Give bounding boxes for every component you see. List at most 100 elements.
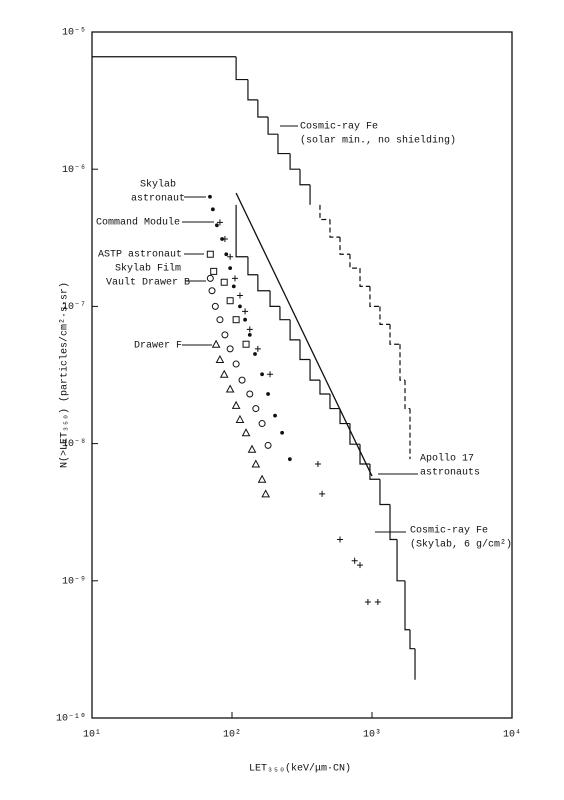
annotation: Command Module [96,217,180,229]
step-segment [359,268,370,287]
plot-frame [91,31,513,719]
x-tick-label: 10⁴ [503,729,521,741]
y-tick-label: 10⁻⁵ [62,28,86,39]
y-tick-label: 10⁻⁶ [62,165,86,176]
point [257,474,267,483]
point [211,339,221,348]
step-segment [299,339,311,361]
point [266,392,270,396]
annotation: Vault Drawer B [106,277,190,289]
step-segment [319,204,330,221]
step-segment [247,256,258,276]
point [364,599,371,606]
point [216,316,224,324]
step-segment [379,479,391,506]
point [215,354,225,364]
point [208,194,212,199]
point [238,304,242,309]
step-segment [404,380,410,410]
point [221,331,229,339]
point [267,371,274,378]
point [254,345,261,352]
point [314,461,321,468]
step-segment [339,237,350,255]
y-tick-label: 10⁻⁹ [62,576,86,587]
point [264,441,272,449]
point [246,390,254,398]
step-segment [379,306,391,325]
point [258,420,266,428]
point [261,489,271,498]
point [351,557,358,564]
step-segment [235,56,248,81]
point [242,308,249,315]
point [273,413,277,418]
point [219,369,229,378]
x-tick-label: 10¹ [83,730,101,741]
step-segment [247,79,258,101]
point [227,253,234,260]
point [206,274,214,282]
annotation: (solar min., no shielding) [300,135,456,147]
y-tick-label: 10⁻¹⁰ [56,713,86,725]
step-segment [319,380,330,395]
point [211,302,219,310]
step-segment [299,169,311,186]
point [226,345,234,353]
point [247,444,257,453]
point [247,332,252,337]
point [243,317,247,322]
point [231,275,238,282]
step-segment [279,306,291,321]
step-segment [349,254,361,269]
x-tick-label: 10² [223,730,241,741]
step-segment [257,99,269,118]
annotation: astronaut [131,194,185,205]
annotation: (Skylab, 6 g/cm²) [410,539,512,551]
point [232,360,240,368]
step-segment [257,274,271,292]
point [374,599,381,606]
y-axis-label: N(>LET₃₅₀) (particles/cm²·s·sr) [59,282,71,468]
y-tick-label: 10⁻⁸ [62,439,86,450]
point [210,207,215,212]
point [251,459,261,468]
step-segment [369,286,380,307]
point [236,292,243,299]
step-segment [269,290,280,307]
point [252,405,260,413]
point [260,372,264,377]
annotation: Apollo 17 [420,453,474,465]
point [231,400,241,409]
step-segment [329,393,341,410]
point [319,490,326,497]
point [280,430,285,435]
point [337,536,344,543]
step-segment [399,344,406,381]
y-tick-label: 10⁻⁷ [62,302,86,313]
point [357,562,364,569]
x-axis-label: LET₃₅₀(keV/μm·CN) [249,763,351,775]
point [206,250,214,258]
point [228,266,233,271]
step-segment [389,324,401,345]
point [231,284,236,289]
step-segment [329,219,341,238]
step-segment [404,580,410,631]
step-segment [309,359,320,381]
point [232,316,240,324]
step-segment [235,204,248,258]
point [210,267,218,275]
point [253,352,257,356]
step-segment [369,464,380,480]
point [235,414,245,423]
point [214,223,219,228]
step-segment [389,504,398,541]
point [241,428,251,437]
point [287,457,292,462]
point [246,326,253,333]
annotation: Cosmic-ray Fe [410,525,488,537]
annotation: Cosmic-ray Fe [300,121,378,133]
